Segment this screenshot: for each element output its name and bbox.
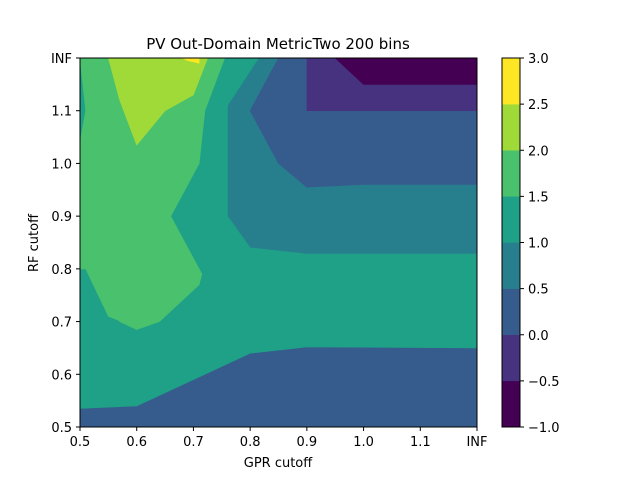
contour-regions	[80, 58, 477, 427]
contour-region-6	[108, 58, 208, 146]
chart-title: PV Out-Domain MetricTwo 200 bins	[146, 35, 410, 53]
y-tick-label: INF	[51, 52, 72, 67]
x-axis: 0.5 0.6 0.7 0.8 0.9 1.0 1.1 INF	[70, 427, 488, 450]
colorbar-segment	[501, 196, 521, 243]
x-axis-label: GPR cutoff	[244, 456, 314, 471]
colorbar-tick-label: −0.5	[528, 375, 560, 390]
x-tick-label: 0.7	[183, 435, 204, 450]
y-tick-label: 0.5	[51, 421, 72, 436]
colorbar-tick-label: 1.5	[528, 190, 549, 205]
y-tick-label: 0.9	[51, 210, 72, 225]
contour-region-7	[181, 58, 200, 64]
x-tick-label: 1.1	[410, 435, 431, 450]
x-tick-label: INF	[466, 435, 487, 450]
colorbar-tick-label: 0.5	[528, 283, 549, 298]
x-tick-label: 0.8	[240, 435, 261, 450]
colorbar-tick-label: 2.0	[528, 144, 549, 159]
colorbar-tick-label: 0.0	[528, 329, 549, 344]
colorbar: −1.0 −0.5 0.0 0.5 1.0 1.5 2.0 2.5 3.0	[501, 52, 560, 436]
x-tick-label: 0.5	[70, 435, 91, 450]
y-axis: 0.5 0.6 0.7 0.8 0.9 1.0 1.1 INF	[51, 52, 80, 436]
contour-region-5	[82, 58, 225, 329]
plot-frame	[79, 57, 478, 428]
x-tick-label: 0.6	[126, 435, 147, 450]
colorbar-segment	[501, 103, 521, 151]
colorbar-tick-label: −1.0	[528, 421, 560, 436]
y-tick-label: 0.8	[51, 263, 72, 278]
colorbar-segment	[501, 57, 521, 105]
colorbar-segment	[501, 288, 521, 335]
contour-region-9	[334, 58, 477, 85]
colorbar-tick-label: 2.5	[528, 98, 549, 113]
y-tick-label: 0.7	[51, 316, 72, 331]
colorbar-tick-label: 1.0	[528, 237, 549, 252]
y-tick-label: 1.0	[51, 157, 72, 172]
colorbar-tick-label: 3.0	[528, 52, 549, 67]
y-tick-label: 1.1	[51, 105, 72, 120]
y-axis-label: RF cutoff	[27, 213, 42, 272]
x-tick-label: 0.9	[297, 435, 318, 450]
colorbar-segment	[501, 380, 521, 428]
x-tick-label: 1.0	[353, 435, 374, 450]
plot-area	[79, 57, 478, 428]
colorbar-segment	[501, 150, 521, 197]
colorbar-segment	[501, 242, 521, 289]
colorbar-segment	[501, 334, 521, 382]
y-tick-label: 0.6	[51, 368, 72, 383]
